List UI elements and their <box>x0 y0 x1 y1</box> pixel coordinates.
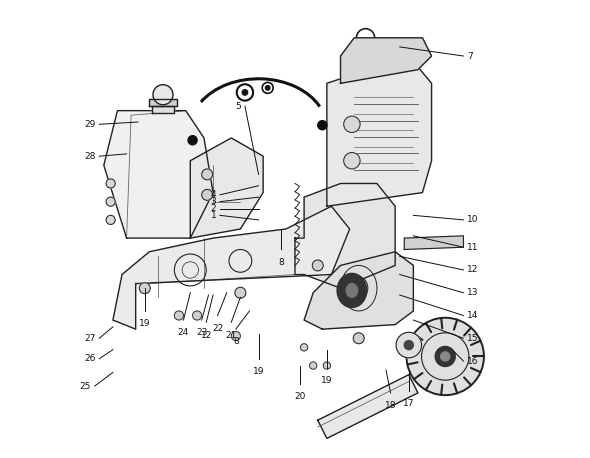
Circle shape <box>323 362 330 369</box>
Circle shape <box>106 179 115 188</box>
Circle shape <box>202 169 212 180</box>
Polygon shape <box>340 38 431 83</box>
Circle shape <box>300 344 308 351</box>
Text: 29: 29 <box>84 120 96 129</box>
Text: 19: 19 <box>321 376 333 385</box>
Text: 18: 18 <box>385 401 396 410</box>
Text: 5: 5 <box>235 102 241 110</box>
Text: 20: 20 <box>294 392 305 401</box>
Polygon shape <box>191 138 263 238</box>
Text: 12: 12 <box>201 331 212 339</box>
Text: 2: 2 <box>211 204 217 213</box>
Text: 21: 21 <box>225 331 237 339</box>
Circle shape <box>312 260 323 271</box>
Text: eReplacementParts.com: eReplacementParts.com <box>210 249 380 263</box>
Circle shape <box>441 352 450 361</box>
Text: 8: 8 <box>278 258 284 267</box>
Text: 22: 22 <box>212 324 223 333</box>
Polygon shape <box>295 184 395 288</box>
Text: 12: 12 <box>467 266 478 274</box>
Text: 16: 16 <box>467 356 478 365</box>
Circle shape <box>192 311 202 320</box>
Polygon shape <box>104 111 213 238</box>
Text: 14: 14 <box>467 311 478 320</box>
Circle shape <box>106 197 115 206</box>
Circle shape <box>266 86 270 90</box>
Text: 4: 4 <box>211 191 217 199</box>
Polygon shape <box>327 56 431 206</box>
Circle shape <box>202 190 212 200</box>
Text: 25: 25 <box>80 382 91 391</box>
Circle shape <box>139 283 150 294</box>
Text: 13: 13 <box>467 288 478 297</box>
Circle shape <box>435 346 455 366</box>
Polygon shape <box>113 206 350 329</box>
Circle shape <box>404 341 414 349</box>
Polygon shape <box>149 99 176 106</box>
Circle shape <box>242 90 248 95</box>
Text: 27: 27 <box>84 334 96 343</box>
Circle shape <box>407 318 484 395</box>
Text: 28: 28 <box>84 152 96 161</box>
Text: 10: 10 <box>467 215 478 224</box>
Text: 15: 15 <box>467 334 478 343</box>
Text: 8: 8 <box>233 338 239 346</box>
Circle shape <box>353 333 364 344</box>
Ellipse shape <box>346 284 358 297</box>
Polygon shape <box>152 106 175 113</box>
Text: 11: 11 <box>467 243 478 252</box>
Polygon shape <box>404 236 463 250</box>
Polygon shape <box>304 252 414 329</box>
Circle shape <box>175 311 183 320</box>
Circle shape <box>188 136 197 145</box>
Text: 26: 26 <box>84 354 96 363</box>
Circle shape <box>396 333 421 358</box>
Text: 24: 24 <box>178 328 189 337</box>
Text: 17: 17 <box>403 399 415 408</box>
Ellipse shape <box>337 273 367 307</box>
Text: 23: 23 <box>196 328 207 337</box>
Circle shape <box>344 116 360 132</box>
Circle shape <box>318 120 327 130</box>
Text: 3: 3 <box>211 197 217 206</box>
Circle shape <box>310 362 317 369</box>
Circle shape <box>106 215 115 224</box>
Circle shape <box>235 287 246 298</box>
Text: 19: 19 <box>139 319 150 328</box>
Circle shape <box>153 85 173 105</box>
Polygon shape <box>318 375 418 438</box>
Circle shape <box>231 332 240 341</box>
Text: 19: 19 <box>253 367 264 376</box>
Text: 7: 7 <box>467 51 473 60</box>
Circle shape <box>344 153 360 169</box>
Text: 1: 1 <box>211 211 217 220</box>
